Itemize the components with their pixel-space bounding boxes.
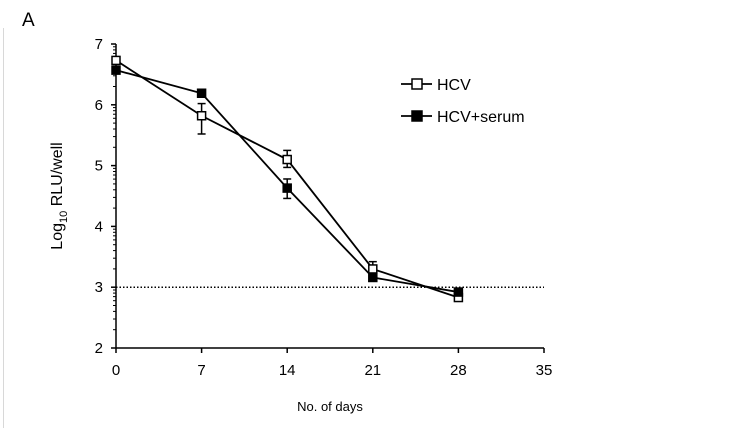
y-tick-label: 7 [95,36,103,53]
legend-label: HCV+serum [437,109,525,126]
legend-label: HCV [437,77,471,94]
panel-border [3,28,4,428]
y-tick-label: 5 [95,158,103,175]
x-tick-label: 21 [364,362,381,379]
y-axis-label: Log10 RLU/well [49,142,70,249]
y-tick-label: 4 [95,218,103,235]
data-point-HCV+serum [111,65,121,75]
data-point-HCV [111,55,121,66]
data-point-HCV+serum [282,183,292,193]
data-point-HCV [196,110,207,121]
x-tick-label: 14 [279,362,296,379]
x-tick-label: 7 [197,362,205,379]
y-tick-label: 3 [95,279,103,296]
x-axis-label: No. of days [297,399,363,414]
x-tick-label: 35 [536,362,553,379]
panel-label: A [22,10,35,31]
legend-marker [411,78,423,90]
x-tick-label: 0 [112,362,120,379]
data-point-HCV+serum [368,272,378,283]
data-point-HCV [368,264,378,274]
y-tick-label: 6 [95,97,103,114]
legend-marker [411,110,423,122]
data-point-HCV+serum [453,287,464,297]
data-point-HCV+serum [196,88,207,98]
x-tick-label: 28 [450,362,467,379]
y-tick-label: 2 [95,340,103,357]
data-point-HCV [282,154,292,165]
